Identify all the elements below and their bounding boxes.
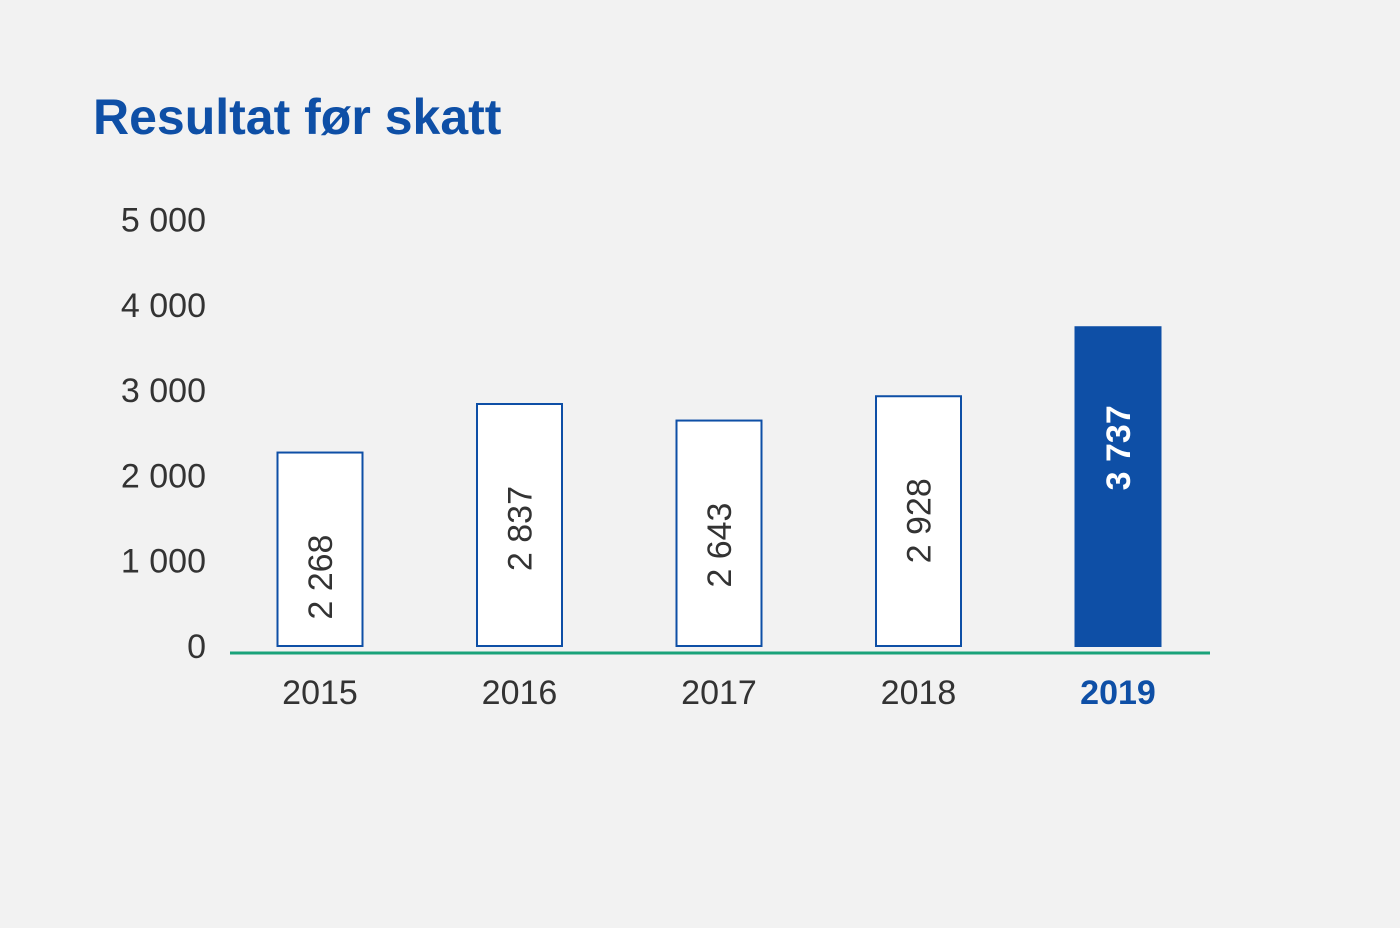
y-tick-label: 1 000 bbox=[121, 543, 206, 581]
y-axis: 0 1 000 2 000 3 000 4 000 5 000 bbox=[121, 202, 206, 667]
bar-2018 bbox=[875, 395, 962, 648]
x-tick-label-2018: 2018 bbox=[881, 674, 957, 712]
y-tick-label: 2 000 bbox=[121, 457, 206, 495]
y-tick-label: 3 000 bbox=[121, 372, 206, 410]
data-label-2018: 2 928 bbox=[901, 478, 939, 563]
y-tick-label: 5 000 bbox=[121, 202, 206, 240]
y-tick-label: 0 bbox=[187, 628, 206, 666]
bar-2016 bbox=[476, 403, 563, 647]
x-axis: 2015 2016 2017 2018 2019 bbox=[230, 651, 1210, 712]
data-label-2019: 3 737 bbox=[1100, 405, 1138, 490]
x-tick-label-2019: 2019 bbox=[1080, 674, 1156, 712]
bar-2015 bbox=[276, 451, 364, 648]
x-tick-label-2015: 2015 bbox=[282, 674, 358, 712]
bar-2017 bbox=[675, 419, 763, 647]
bar-2019 bbox=[1074, 326, 1162, 647]
data-label-2016: 2 837 bbox=[502, 486, 540, 571]
data-label-2017: 2 643 bbox=[701, 503, 739, 588]
chart-title: Resultat før skatt bbox=[93, 89, 502, 145]
y-tick-label: 4 000 bbox=[121, 287, 206, 325]
data-label-2015: 2 268 bbox=[302, 535, 340, 620]
bars: 2 268 2 837 2 643 2 928 3 737 bbox=[276, 326, 1162, 648]
x-tick-label-2017: 2017 bbox=[681, 674, 757, 712]
x-tick-label-2016: 2016 bbox=[482, 674, 558, 712]
